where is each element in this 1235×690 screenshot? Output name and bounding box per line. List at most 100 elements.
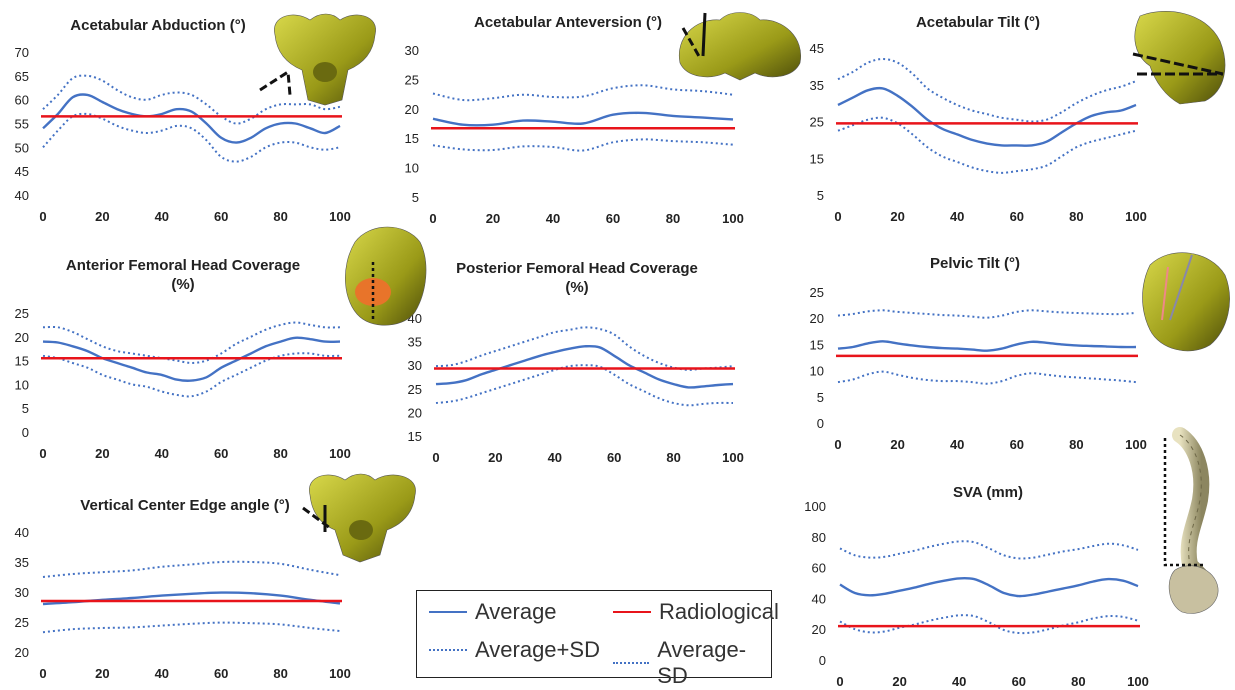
- x-tick-label: 60: [214, 666, 228, 681]
- y-tick-label: 30: [405, 43, 419, 58]
- series-line-average-plus-sd: [839, 540, 1139, 560]
- legend-label-average-plus-sd: Average+SD: [475, 637, 600, 662]
- y-tick-label: 45: [810, 41, 824, 56]
- y-tick-label: 10: [810, 364, 824, 379]
- x-tick-label: 0: [836, 674, 843, 689]
- x-tick-label: 80: [1071, 674, 1085, 689]
- y-tick-label: 10: [15, 377, 29, 392]
- x-tick-label: 60: [214, 209, 228, 224]
- series-line-average: [839, 576, 1139, 598]
- y-tick-label: 5: [817, 188, 824, 203]
- chart-pelvic-tilt: Pelvic Tilt (°) 0 5 10 15 20 25 0 20 40 60 80 100: [810, 255, 1147, 452]
- chart-acetabular-abduction: Acetabular Abduction (°) 40 45 50 55 60 65 70 0 2…: [15, 17, 351, 224]
- chart-title-line: Acetabular Tilt (°): [916, 14, 1040, 31]
- chart-title: Posterior Femoral Head Coverage (%): [456, 260, 698, 296]
- series-line-average-sd: [839, 614, 1139, 635]
- x-tick-label: 20: [890, 437, 904, 452]
- series-line-average-plus-sd: [42, 321, 341, 365]
- legend-swatch-average-minus-sd: [613, 662, 650, 664]
- legend-label-radiological: Radiological: [659, 599, 779, 624]
- y-tick-label: 25: [810, 115, 824, 130]
- x-tick-label: 40: [952, 674, 966, 689]
- x-tick-label: 40: [155, 446, 169, 461]
- series-line-average: [42, 336, 341, 382]
- spine-illustration-sva: [1163, 427, 1219, 614]
- series-line-average-sd: [435, 364, 734, 407]
- y-tick-label: 70: [15, 45, 29, 60]
- y-tick-label: 55: [15, 117, 29, 132]
- chart-title-line: (%): [565, 279, 588, 296]
- x-tick-label: 20: [488, 450, 502, 465]
- chart-title-line: Acetabular Abduction (°): [70, 17, 245, 34]
- series-line-average-sd: [837, 116, 1137, 174]
- chart-title: Acetabular Anteversion (°): [474, 14, 662, 31]
- y-tick-label: 45: [15, 164, 29, 179]
- chart-vertical-center-edge-angle: Vertical Center Edge angle (°) 20 25 30 35 40…: [15, 497, 351, 681]
- series-line-average-sd: [837, 370, 1137, 385]
- series-line-average-sd: [42, 352, 341, 398]
- series-line-average-plus-sd: [432, 84, 734, 102]
- x-tick-label: 60: [606, 211, 620, 226]
- x-tick-label: 80: [273, 446, 287, 461]
- y-tick-label: 0: [819, 653, 826, 668]
- chart-title-line: SVA (mm): [953, 484, 1023, 501]
- x-tick-label: 0: [39, 666, 46, 681]
- x-tick-label: 100: [722, 450, 744, 465]
- x-tick-label: 0: [834, 209, 841, 224]
- y-tick-label: 35: [810, 78, 824, 93]
- legend-item-radiological: Radiological: [613, 599, 779, 625]
- series-line-average-plus-sd: [837, 57, 1137, 123]
- y-tick-label: 40: [812, 591, 826, 606]
- series-line-average-sd: [42, 621, 341, 634]
- legend-label-average-minus-sd: Average-SD: [657, 637, 747, 688]
- series-line-average-plus-sd: [42, 560, 341, 578]
- y-tick-label: 50: [15, 140, 29, 155]
- chart-posterior-femoral-head-coverage: Posterior Femoral Head Coverage (%) 15 20 25…: [408, 260, 744, 465]
- x-tick-label: 100: [1125, 209, 1147, 224]
- y-tick-label: 20: [810, 311, 824, 326]
- y-tick-label: 60: [15, 93, 29, 108]
- x-tick-label: 20: [95, 446, 109, 461]
- x-tick-label: 80: [273, 209, 287, 224]
- y-tick-label: 15: [408, 429, 422, 444]
- legend-swatch-average: [429, 611, 467, 613]
- y-tick-label: 20: [408, 405, 422, 420]
- y-tick-label: 25: [408, 382, 422, 397]
- series-line-average-sd: [432, 138, 734, 152]
- y-tick-label: 20: [812, 622, 826, 637]
- chart-title: Vertical Center Edge angle (°): [80, 497, 289, 514]
- y-tick-label: 15: [405, 131, 419, 146]
- chart-anterior-femoral-head-coverage: Anterior Femoral Head Coverage (%) 0 5 10 15 2…: [15, 257, 351, 461]
- x-tick-label: 40: [155, 209, 169, 224]
- x-tick-label: 40: [950, 437, 964, 452]
- chart-title-line: Posterior Femoral Head Coverage: [456, 260, 698, 277]
- y-tick-label: 60: [812, 561, 826, 576]
- series-line-average-plus-sd: [42, 74, 341, 125]
- x-tick-label: 20: [890, 209, 904, 224]
- chart-title: Acetabular Abduction (°): [70, 17, 245, 34]
- legend-label-average: Average: [475, 599, 557, 624]
- y-tick-label: 20: [15, 645, 29, 660]
- x-tick-label: 40: [548, 450, 562, 465]
- x-tick-label: 80: [1069, 209, 1083, 224]
- x-tick-label: 100: [1127, 674, 1149, 689]
- y-tick-label: 80: [812, 530, 826, 545]
- y-tick-label: 25: [15, 306, 29, 321]
- chart-title-line: Pelvic Tilt (°): [930, 255, 1020, 272]
- series-line-average-sd: [42, 112, 341, 163]
- x-tick-label: 20: [95, 666, 109, 681]
- x-tick-label: 20: [892, 674, 906, 689]
- x-tick-label: 100: [329, 666, 351, 681]
- chart-title-line: Anterior Femoral Head Coverage: [66, 257, 300, 274]
- y-tick-label: 15: [15, 354, 29, 369]
- chart-title: Acetabular Tilt (°): [916, 14, 1040, 31]
- x-tick-label: 0: [39, 446, 46, 461]
- series-line-average-plus-sd: [837, 309, 1137, 319]
- pelvis-illustration-abduction: [259, 13, 376, 106]
- series-line-average: [42, 591, 341, 606]
- x-tick-label: 0: [432, 450, 439, 465]
- x-tick-label: 40: [950, 209, 964, 224]
- chart-title-line: Vertical Center Edge angle (°): [80, 497, 289, 514]
